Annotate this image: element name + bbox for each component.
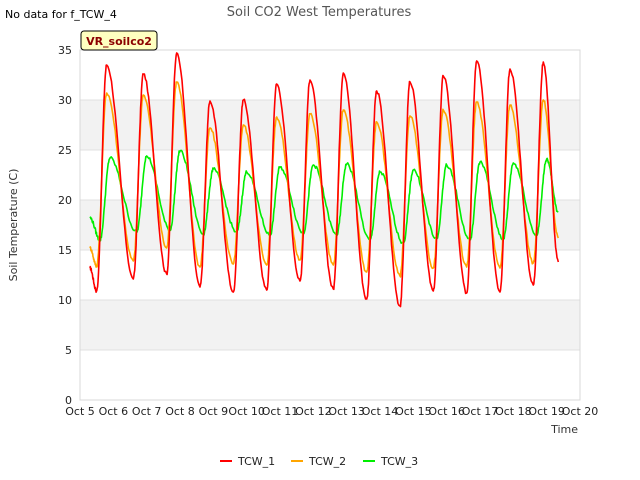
y-tick-labels: 0 5 10 15 20 25 30 35 (58, 44, 72, 407)
x-tick-label: Oct 16 (428, 405, 465, 418)
x-tick-label: Oct 17 (462, 405, 499, 418)
x-tick-label: Oct 9 (199, 405, 229, 418)
no-data-note: No data for f_TCW_4 (5, 8, 117, 21)
background-band (80, 200, 580, 250)
x-axis-label: Time (550, 423, 578, 436)
grid-lines (80, 49, 580, 401)
x-tick-label: Oct 20 (562, 405, 599, 418)
plot-frame (79, 49, 581, 401)
x-tick-label: Oct 7 (132, 405, 162, 418)
series-group (89, 52, 560, 308)
site-badge-label: VR_soilco2 (86, 35, 152, 48)
y-tick-label: 30 (58, 94, 72, 107)
y-axis-label: Soil Temperature (C) (7, 169, 20, 282)
legend-label: TCW_2 (308, 455, 346, 468)
y-tick-label: 35 (58, 44, 72, 57)
x-tick-label: Oct 14 (362, 405, 399, 418)
legend-label: TCW_1 (237, 455, 275, 468)
legend-label: TCW_3 (380, 455, 418, 468)
chart-title: Soil CO2 West Temperatures (227, 5, 412, 20)
background-band (80, 100, 580, 150)
x-tick-label: Oct 19 (528, 405, 565, 418)
series-line-tcw-1 (89, 52, 560, 308)
x-tick-label: Oct 15 (395, 405, 432, 418)
background-band (80, 300, 580, 350)
legend: TCW_1 TCW_2 TCW_3 (220, 455, 418, 468)
x-tick-label: Oct 11 (262, 405, 299, 418)
plot-background-bands (80, 100, 580, 350)
x-tick-label: Oct 12 (295, 405, 332, 418)
y-tick-label: 5 (65, 344, 72, 357)
x-tick-label: Oct 18 (495, 405, 532, 418)
site-badge: VR_soilco2 (80, 30, 158, 51)
site-badge-box (80, 30, 158, 51)
x-tick-label: Oct 13 (328, 405, 365, 418)
x-tick-label: Oct 10 (228, 405, 265, 418)
x-tick-label: Oct 6 (99, 405, 129, 418)
x-tick-label: Oct 8 (165, 405, 195, 418)
y-tick-label: 20 (58, 194, 72, 207)
y-tick-label: 10 (58, 294, 72, 307)
y-tick-label: 15 (58, 244, 72, 257)
series-line-tcw-3 (89, 149, 559, 244)
y-tick-label: 25 (58, 144, 72, 157)
x-tick-label: Oct 5 (65, 405, 95, 418)
y-tick-label: 0 (65, 394, 72, 407)
